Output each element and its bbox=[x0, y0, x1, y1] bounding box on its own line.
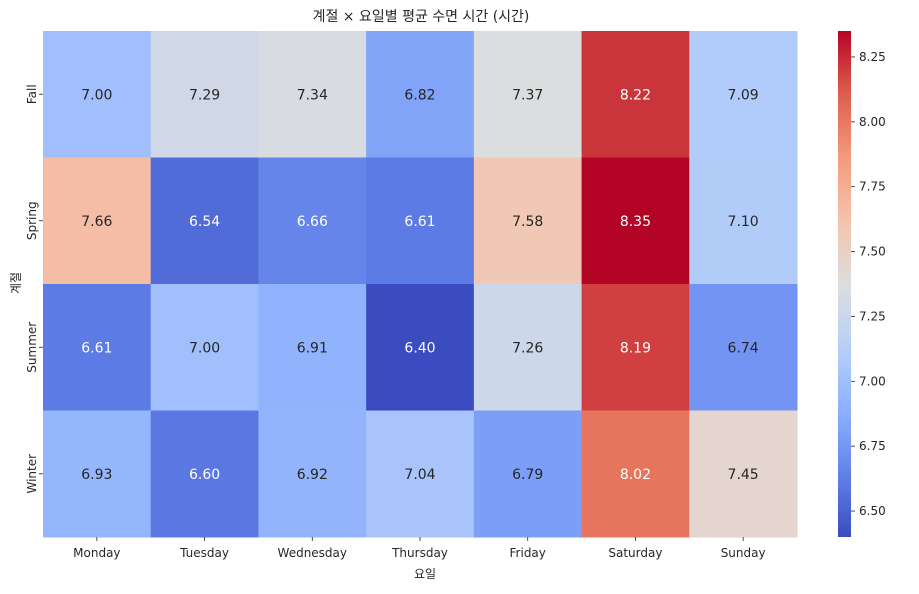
colorbar-tick-label: 7.25 bbox=[859, 309, 886, 323]
cell-value-label: 6.82 bbox=[404, 87, 435, 103]
chart-title: 계절 × 요일별 평균 수면 시간 (시간) bbox=[313, 9, 530, 25]
heatmap-cell-summer-wednesday bbox=[258, 284, 367, 411]
y-tick-label: Fall bbox=[25, 84, 39, 104]
x-axis-ticks: Monday Tuesday Wednesday Thursday Friday Satu… bbox=[73, 537, 766, 560]
heatmap-cell-spring-wednesday bbox=[258, 157, 367, 285]
y-axis-ticks: Fall Spring Summer Winter bbox=[25, 84, 43, 494]
heatmap-cell-fall-saturday bbox=[581, 31, 690, 158]
heatmap-cell-summer-sunday bbox=[689, 284, 798, 411]
heatmap-cell-winter-friday bbox=[473, 410, 583, 538]
x-tick-label: Sunday bbox=[721, 546, 766, 560]
colorbar-tick-label: 7.50 bbox=[859, 245, 886, 259]
cell-value-label: 7.10 bbox=[728, 214, 759, 230]
heatmap-cell-spring-sunday bbox=[689, 157, 798, 285]
cell-value-label: 8.35 bbox=[620, 214, 651, 230]
heatmap-cell-fall-friday bbox=[473, 31, 583, 158]
colorbar bbox=[838, 31, 851, 537]
cell-value-label: 6.79 bbox=[512, 467, 543, 483]
x-tick-label: Friday bbox=[510, 546, 546, 560]
heatmap-cell-spring-friday bbox=[473, 157, 583, 285]
heatmap-cell-spring-thursday bbox=[366, 157, 475, 285]
cell-value-label: 7.00 bbox=[189, 340, 220, 356]
cell-value-label: 8.22 bbox=[620, 87, 651, 103]
heatmap-cell-summer-friday bbox=[473, 284, 583, 411]
heatmap-cell-fall-sunday bbox=[689, 31, 798, 158]
colorbar-tick-label: 8.25 bbox=[859, 50, 886, 64]
colorbar-tick-label: 6.50 bbox=[859, 504, 886, 518]
cell-value-label: 6.66 bbox=[297, 214, 328, 230]
x-tick-label: Monday bbox=[73, 546, 120, 560]
cell-value-label: 7.58 bbox=[512, 214, 543, 230]
heatmap-cell-summer-tuesday bbox=[150, 284, 259, 411]
cell-value-label: 7.45 bbox=[728, 467, 759, 483]
cell-value-label: 6.91 bbox=[297, 340, 328, 356]
cell-value-label: 8.02 bbox=[620, 467, 651, 483]
y-tick-label: Winter bbox=[25, 454, 39, 494]
heatmap-cell-winter-wednesday bbox=[258, 410, 367, 538]
x-tick-label: Wednesday bbox=[278, 546, 347, 560]
heatmap-cell-winter-tuesday bbox=[150, 410, 259, 538]
heatmap-cell-fall-tuesday bbox=[150, 31, 259, 158]
cell-value-label: 8.19 bbox=[620, 340, 651, 356]
heatmap-cell-winter-thursday bbox=[366, 410, 475, 538]
cell-value-label: 7.26 bbox=[512, 340, 543, 356]
x-tick-label: Saturday bbox=[608, 546, 662, 560]
cell-value-label: 6.61 bbox=[404, 214, 435, 230]
cell-value-label: 6.60 bbox=[189, 467, 220, 483]
cell-value-label: 6.93 bbox=[81, 467, 112, 483]
heatmap-cell-winter-saturday bbox=[581, 410, 690, 538]
colorbar-tick-label: 7.00 bbox=[859, 374, 886, 388]
colorbar-tick-label: 8.00 bbox=[859, 115, 886, 129]
heatmap-cell-spring-monday bbox=[43, 157, 152, 285]
cell-value-label: 7.34 bbox=[297, 87, 328, 103]
heatmap-cell-fall-monday bbox=[43, 31, 152, 158]
heatmap-cell-winter-sunday bbox=[689, 410, 798, 538]
cell-value-label: 7.37 bbox=[512, 87, 543, 103]
x-axis-label: 요일 bbox=[414, 567, 436, 581]
x-tick-label: Thursday bbox=[391, 546, 448, 560]
cell-value-label: 6.54 bbox=[189, 214, 220, 230]
colorbar-tick-label: 6.75 bbox=[859, 439, 886, 453]
cell-value-label: 6.74 bbox=[728, 340, 759, 356]
cell-value-label: 7.09 bbox=[728, 87, 759, 103]
cell-value-label: 7.04 bbox=[404, 467, 435, 483]
heatmap-cell-fall-wednesday bbox=[258, 31, 367, 158]
heatmap-cell-spring-saturday bbox=[581, 157, 690, 285]
heatmap-cell-spring-tuesday bbox=[150, 157, 259, 285]
cell-value-label: 7.00 bbox=[81, 87, 112, 103]
y-axis-label: 계절 bbox=[9, 272, 23, 294]
colorbar-tick-label: 7.75 bbox=[859, 180, 886, 194]
cell-value-label: 7.29 bbox=[189, 87, 220, 103]
cell-value-label: 6.40 bbox=[404, 340, 435, 356]
heatmap-cell-winter-monday bbox=[43, 410, 152, 538]
heatmap-cell-fall-thursday bbox=[366, 31, 475, 158]
cell-value-label: 6.61 bbox=[81, 340, 112, 356]
y-tick-label: Summer bbox=[25, 322, 39, 373]
heatmap-cell-summer-saturday bbox=[581, 284, 690, 411]
heatmap-cells: 7.00 7.29 7.34 6.82 7.37 8.22 7.09 7.66 6.54 6.66… bbox=[43, 31, 798, 538]
cell-value-label: 7.66 bbox=[81, 214, 112, 230]
heatmap-cell-summer-monday bbox=[43, 284, 152, 411]
heatmap-cell-summer-thursday bbox=[366, 284, 475, 411]
cell-value-label: 6.92 bbox=[297, 467, 328, 483]
colorbar-ticks: 6.50 6.75 7.00 7.25 7.50 7.75 8.00 8.25 bbox=[851, 50, 886, 518]
y-tick-label: Spring bbox=[25, 201, 39, 240]
x-tick-label: Tuesday bbox=[179, 546, 229, 560]
